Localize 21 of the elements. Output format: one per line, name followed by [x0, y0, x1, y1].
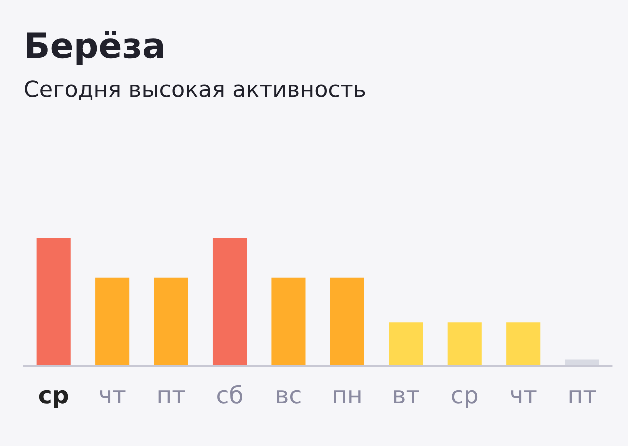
- bar: [448, 322, 482, 366]
- x-tick-label: вт: [394, 390, 420, 404]
- bar: [506, 322, 541, 366]
- x-tick-label: чт: [511, 390, 537, 404]
- bar: [330, 278, 364, 366]
- bar: [389, 322, 424, 366]
- x-tick-label: вс: [277, 390, 301, 404]
- x-tick-label: ср: [452, 390, 478, 408]
- bar: [96, 278, 130, 366]
- chart-title: Берёза: [27, 31, 164, 66]
- chart-subtitle: Сегодня высокая активность: [25, 80, 366, 100]
- bar: [212, 238, 248, 366]
- x-tick-label: чт: [100, 390, 126, 404]
- bar: [36, 238, 71, 366]
- bar: [154, 278, 188, 366]
- x-tick-label: пт: [570, 390, 596, 404]
- x-tick-label: ср: [39, 390, 68, 408]
- x-tick-label: пт: [158, 390, 186, 404]
- x-tick-label: пн: [334, 390, 361, 404]
- x-tick-label: сб: [218, 385, 242, 404]
- bar: [272, 278, 306, 366]
